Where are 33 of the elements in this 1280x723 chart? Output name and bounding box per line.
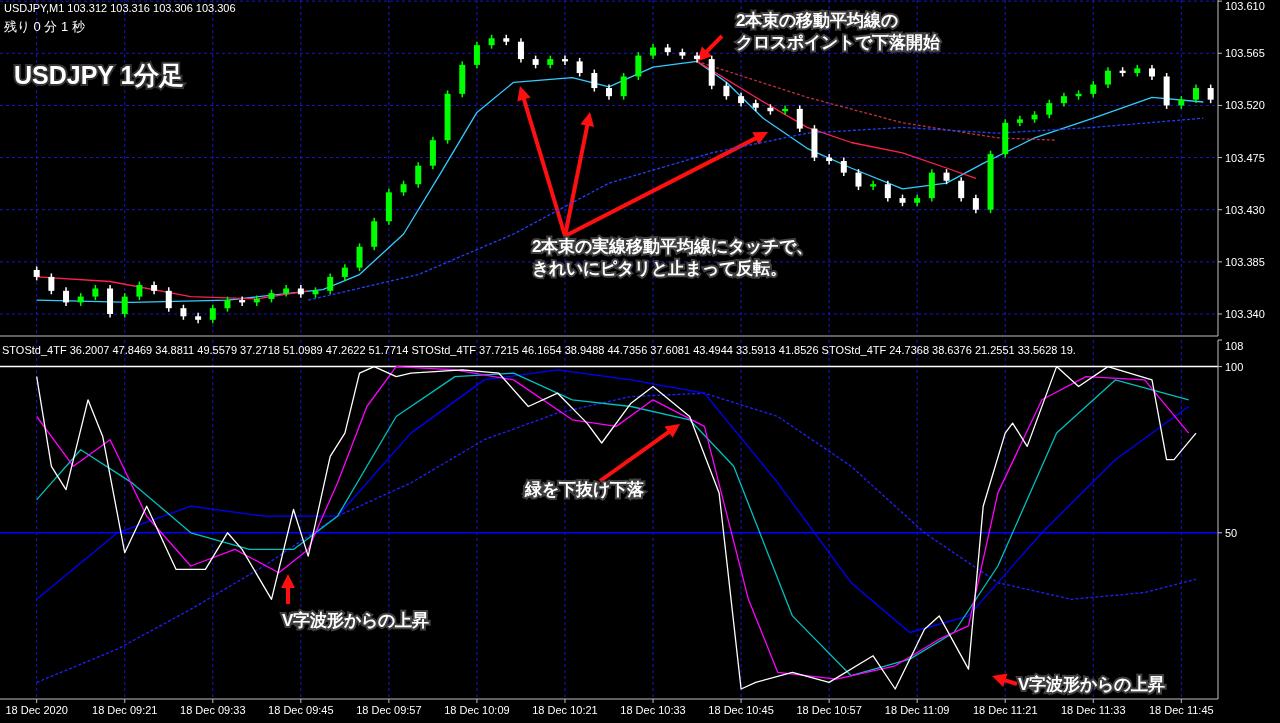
y-tick-label: 108 bbox=[1225, 340, 1244, 352]
y-tick-label: 103.340 bbox=[1225, 307, 1265, 320]
y-tick-label: 103.565 bbox=[1225, 47, 1265, 60]
x-tick-label: 18 Dec 2020 bbox=[5, 704, 68, 716]
y-tick-label: 100 bbox=[1225, 360, 1244, 373]
x-tick-label: 18 Dec 09:57 bbox=[356, 704, 422, 716]
annotation: V字波形からの上昇 bbox=[282, 611, 430, 630]
annotation: 2本束の移動平均線のクロスポイントで下落開始 bbox=[736, 11, 941, 52]
x-tick-label: 18 Dec 11:45 bbox=[1149, 704, 1214, 716]
annotation: V字波形からの上昇 bbox=[1018, 675, 1166, 694]
annotation: STOStd_4TF 36.2007 47.8469 34.8811 49.5579 37.2718 51.0989 47.2622 51.7714 STOStd_4TF 37.7215 46.1654 38.9488 44.7356 37.6081 43.4944 33.5913 41.8526 STOStd_4TF 24.7368 38.6376 21.2551 33.5628 19. bbox=[2, 344, 1076, 356]
x-tick-label: 18 Dec 09:21 bbox=[92, 704, 158, 716]
x-tick-label: 18 Dec 10:45 bbox=[708, 704, 774, 716]
y-tick-label: 103.385 bbox=[1225, 255, 1265, 268]
text: USDJPY 1分足 bbox=[14, 61, 185, 89]
x-tick-label: 18 Dec 10:09 bbox=[444, 704, 510, 716]
annotation: 緑を下抜け下落 bbox=[524, 480, 644, 499]
y-tick-label: 50 bbox=[1225, 526, 1238, 539]
annotation: 残り 0 分 1 秒 bbox=[4, 19, 85, 34]
x-tick-label: 18 Dec 11:33 bbox=[1060, 704, 1126, 716]
annotation: USDJPY,M1 103.312 103.316 103.306 103.306 bbox=[4, 2, 236, 14]
y-tick-label: 103.430 bbox=[1225, 203, 1265, 216]
x-tick-label: 18 Dec 11:21 bbox=[972, 704, 1038, 716]
x-tick-label: 18 Dec 09:45 bbox=[268, 704, 334, 716]
y-tick-label: 103.610 bbox=[1225, 0, 1265, 12]
x-tick-label: 18 Dec 11:09 bbox=[884, 704, 950, 716]
x-tick-label: 18 Dec 10:21 bbox=[532, 704, 598, 716]
annotation: 2本束の実線移動平均線にタッチで、きれいにピタリと止まって反転。 bbox=[532, 237, 814, 278]
x-tick-label: 18 Dec 10:33 bbox=[620, 704, 686, 716]
y-tick-label: 103.520 bbox=[1225, 99, 1265, 112]
x-tick-label: 18 Dec 09:33 bbox=[180, 704, 246, 716]
y-tick-label: 103.475 bbox=[1225, 151, 1265, 164]
x-tick-label: 18 Dec 10:57 bbox=[796, 704, 862, 716]
